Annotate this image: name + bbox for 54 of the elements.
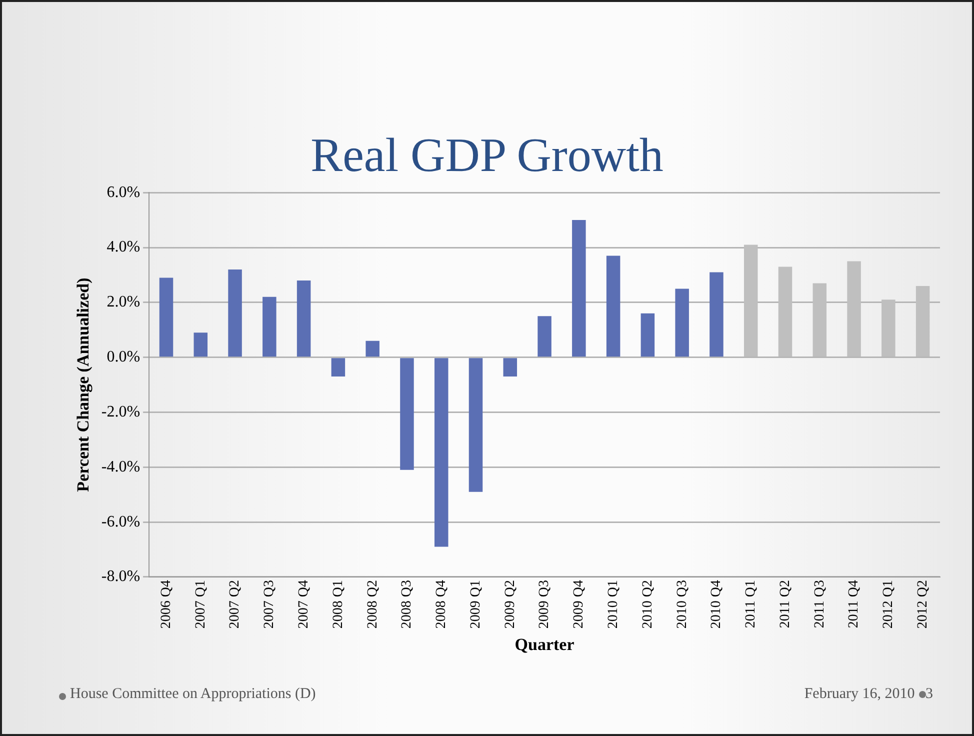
x-tick-label: 2008 Q4	[434, 580, 450, 629]
x-tick-label: 2011 Q4	[846, 580, 862, 628]
bar	[538, 316, 552, 357]
x-tick-label: 2009 Q3	[537, 580, 552, 629]
text: House Committee on Appropriations (D)	[70, 686, 316, 703]
x-tick-label: 2010 Q3	[674, 580, 690, 629]
x-tick-label: 2007 Q3	[262, 580, 278, 629]
bar	[400, 358, 414, 470]
x-tick-label: 2011 Q1	[744, 580, 759, 628]
x-tick-label: 2007 Q2	[228, 580, 243, 629]
y-tick-label: -2.0%	[101, 403, 140, 420]
x-tick-label: 2012 Q2	[915, 580, 930, 629]
x-tick-label: 2008 Q3	[400, 580, 415, 629]
bar	[434, 358, 448, 547]
y-tick-label: -6.0%	[101, 513, 140, 530]
y-tick-label: 4.0%	[106, 238, 140, 256]
bar	[228, 269, 242, 357]
y-tick-label: 2.0%	[106, 294, 140, 311]
x-tick-label: 2008 Q1	[330, 580, 346, 629]
bar	[468, 358, 483, 492]
x-tick-label: 2009 Q1	[468, 580, 484, 629]
x-tick-label: 2006 Q4	[158, 580, 174, 629]
text: 3	[926, 686, 933, 702]
x-tick-label: 2008 Q2	[365, 580, 380, 629]
bar	[675, 288, 689, 357]
bar	[710, 272, 724, 357]
bar	[194, 332, 208, 357]
x-tick-label: 2011 Q3	[812, 580, 828, 628]
bar	[366, 340, 380, 357]
chart-title: Real GDP Growth	[310, 128, 664, 183]
x-tick-label: 2011 Q2	[778, 580, 793, 628]
x-tick-label: 2009 Q4	[572, 580, 587, 629]
y-tick-label: -8.0%	[101, 568, 140, 586]
bar	[331, 358, 346, 377]
y-axis-title: Percent Change (Annualized)	[74, 278, 93, 492]
bar	[572, 220, 586, 357]
y-tick-label: 6.0%	[106, 184, 140, 201]
bar	[296, 280, 311, 357]
x-tick-label: 2007 Q1	[193, 580, 208, 629]
x-tick-label: 2012 Q1	[881, 580, 896, 629]
bar	[503, 358, 518, 377]
bar	[606, 256, 620, 357]
bar	[262, 296, 276, 357]
x-tick-label: 2010 Q2	[640, 580, 656, 629]
bar	[159, 278, 174, 357]
x-tick-label: 2009 Q2	[502, 580, 518, 629]
y-tick-label: 0.0%	[106, 348, 140, 366]
x-tick-label: 2010 Q4	[709, 580, 724, 629]
y-tick-label: -4.0%	[101, 458, 140, 476]
x-axis-title: Quarter	[514, 635, 575, 654]
text: February 16, 2010	[804, 686, 915, 702]
bar	[640, 313, 655, 357]
x-tick-label: 2010 Q1	[606, 580, 621, 629]
x-tick-label: 2007 Q4	[296, 580, 312, 629]
